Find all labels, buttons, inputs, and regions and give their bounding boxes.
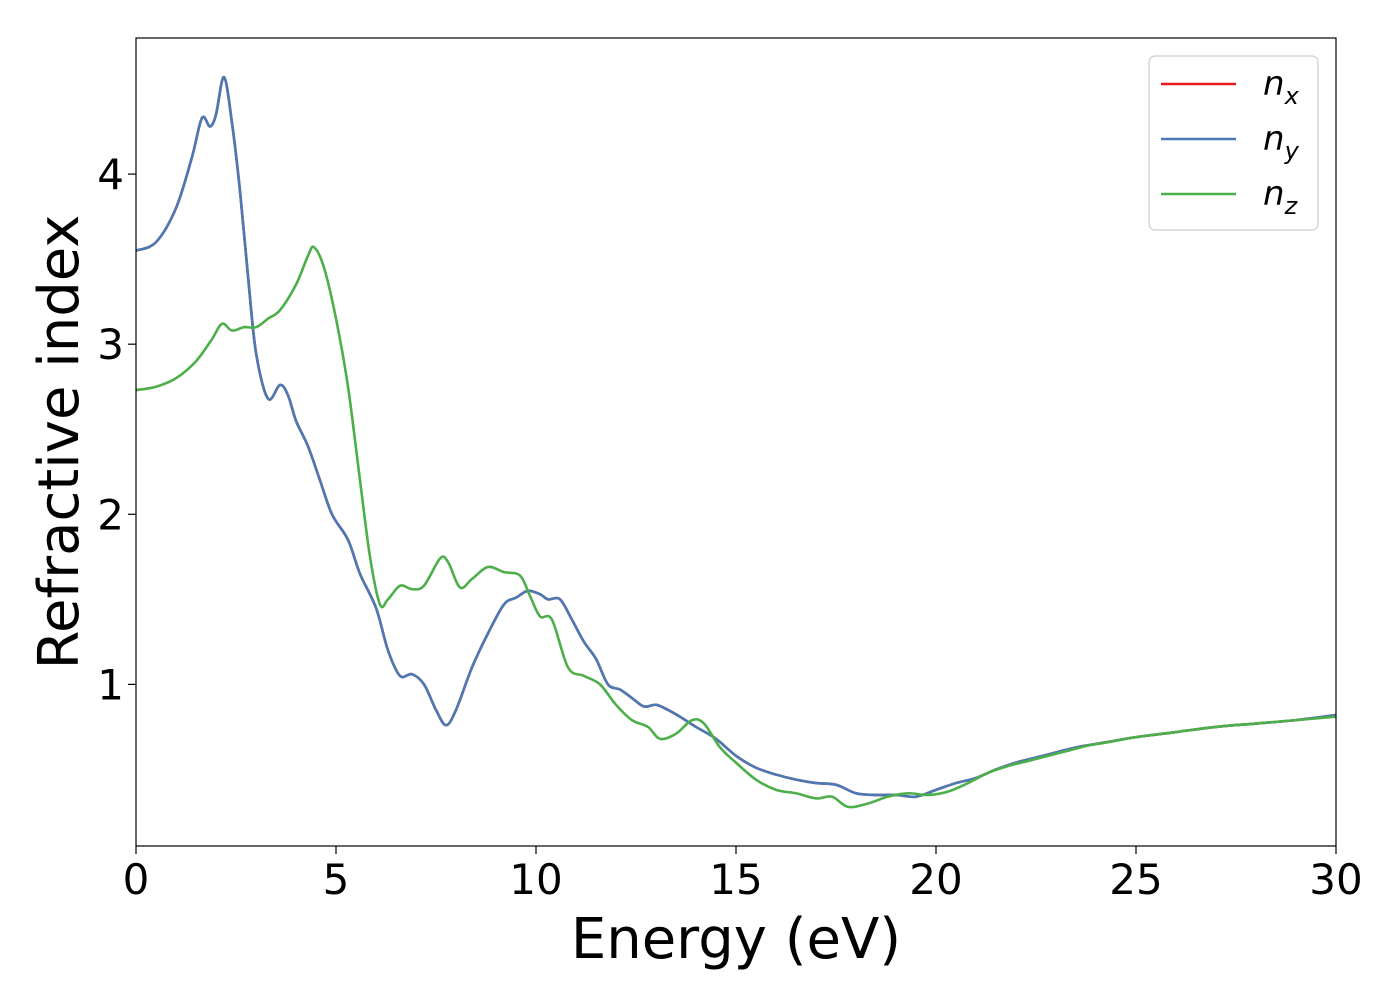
- x-tick-label: 5: [323, 855, 350, 904]
- y-axis-title: Refractive index: [27, 215, 92, 670]
- legend-label: nx: [1263, 64, 1300, 110]
- series-layer: [136, 75, 1336, 809]
- legend-box: [1148, 55, 1319, 231]
- series-line-z: [136, 245, 1336, 809]
- x-tick-label: 25: [1109, 855, 1162, 904]
- legend-item-y: ny: [1161, 119, 1300, 165]
- x-tick-label: 0: [123, 855, 150, 904]
- y-tick-label: 1: [97, 660, 124, 709]
- y-tick-label: 3: [97, 320, 124, 369]
- axis-ticks: 0 5 10 15 20 25 30 1 2 3 4: [97, 150, 1362, 904]
- x-tick-label: 20: [909, 855, 962, 904]
- legend-label: nz: [1263, 174, 1299, 220]
- x-tick-label: 30: [1309, 855, 1362, 904]
- x-tick-label: 15: [709, 855, 762, 904]
- y-tick-label: 2: [97, 490, 124, 539]
- legend-item-z: nz: [1161, 174, 1299, 220]
- x-tick-label: 10: [509, 855, 562, 904]
- x-axis-title: Energy (eV): [571, 907, 901, 972]
- legend: nx ny nz: [1148, 55, 1319, 231]
- y-tick-label: 4: [97, 150, 124, 199]
- legend-label: ny: [1263, 119, 1300, 165]
- legend-item-x: nx: [1161, 64, 1300, 110]
